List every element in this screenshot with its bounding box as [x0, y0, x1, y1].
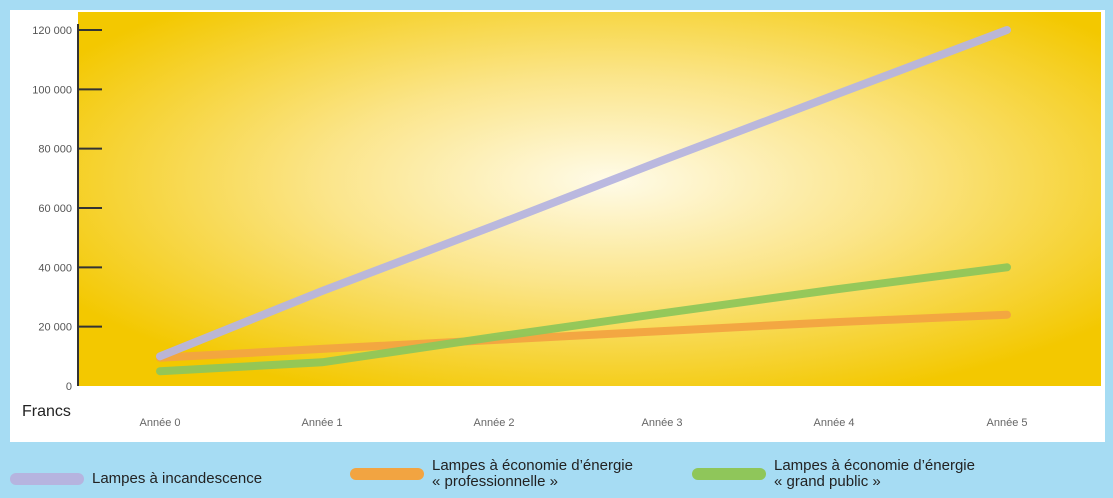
legend-label-line: Lampes à incandescence [92, 470, 263, 487]
y-tick-label: 60 000 [38, 203, 72, 215]
x-tick-label: Année 5 [987, 417, 1028, 429]
legend-label-line: « grand public » [774, 473, 881, 490]
x-tick-label: Année 2 [474, 417, 515, 429]
legend-label: Lampes à incandescence [92, 471, 262, 487]
legend-label-line: Lampes à économie d’énergie [774, 457, 975, 474]
x-tick-label: Année 4 [814, 417, 855, 429]
y-tick-label: 120 000 [32, 25, 72, 37]
series-layer [156, 26, 1011, 376]
x-tick-label: Année 3 [642, 417, 683, 429]
y-tick-label: 0 [66, 381, 72, 393]
legend-item-grand-public: Lampes à économie d’énergie « grand publ… [692, 458, 975, 490]
y-tick-label: 40 000 [38, 262, 72, 274]
legend-item-professionnelle: Lampes à économie d’énergie « profession… [350, 458, 633, 490]
series-line-professionnelle [156, 310, 1011, 362]
legend-label-line: Lampes à économie d’énergie [432, 457, 633, 474]
legend-swatch-professionnelle [350, 468, 424, 480]
y-axis: 0 20 000 40 000 60 000 80 000 100 000 120 000 [32, 24, 102, 393]
x-tick-label: Année 1 [302, 417, 343, 429]
y-axis-unit-label: Francs [22, 403, 71, 420]
legend-label-line: « professionnelle » [432, 473, 558, 490]
x-axis: Année 0 Année 1 Année 2 Année 3 Année 4 Année… [140, 417, 1028, 429]
legend-item-incandescence: Lampes à incandescence [10, 471, 262, 487]
y-tick-label: 100 000 [32, 84, 72, 96]
legend-label: Lampes à économie d’énergie « profession… [432, 458, 633, 490]
legend: Lampes à incandescence Lampes à économie… [0, 452, 1113, 498]
y-tick-label: 80 000 [38, 144, 72, 156]
x-tick-label: Année 0 [140, 417, 181, 429]
series-line-incandescence [156, 26, 1011, 361]
legend-swatch-grand-public [692, 468, 766, 480]
y-tick-label: 20 000 [38, 322, 72, 334]
legend-swatch-incandescence [10, 473, 84, 485]
legend-label: Lampes à économie d’énergie « grand publ… [774, 458, 975, 490]
series-line-grand-public [156, 263, 1011, 376]
